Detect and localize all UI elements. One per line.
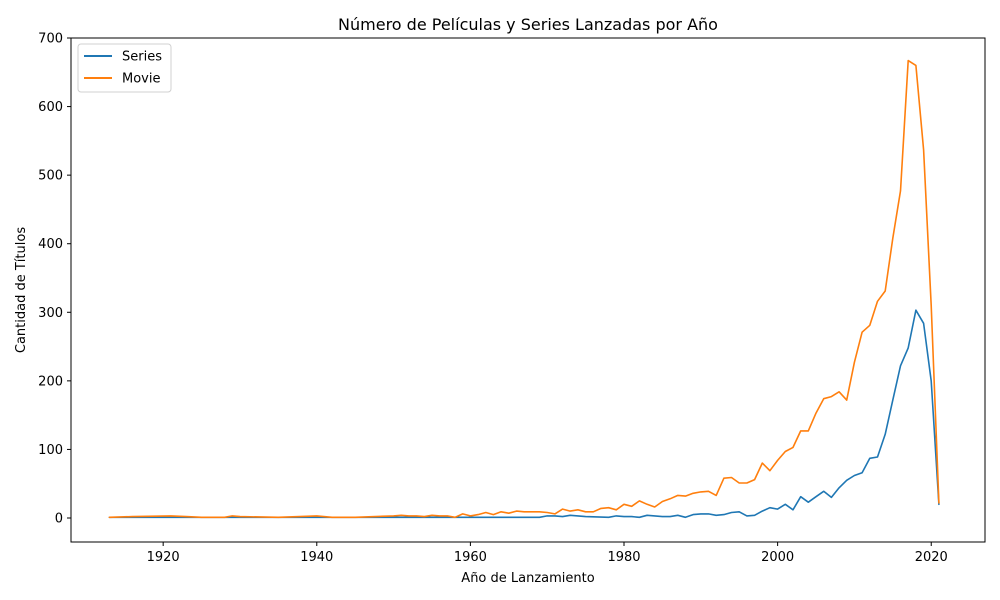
- legend-label-movie: Movie: [122, 72, 160, 87]
- x-tick-label: 1940: [300, 550, 333, 565]
- y-tick-label: 300: [38, 306, 63, 321]
- y-tick-label: 200: [38, 374, 63, 389]
- plot-area: [108, 59, 940, 519]
- x-tick-label: 1960: [454, 550, 487, 565]
- y-axis: 0 100 200 300 400 500 600 700: [38, 32, 71, 527]
- x-tick-label: 2000: [761, 550, 794, 565]
- x-tick-label: 1980: [607, 550, 640, 565]
- legend-label-series: Series: [122, 50, 162, 65]
- series-line-series: [108, 309, 940, 519]
- y-tick-label: 500: [38, 169, 63, 184]
- legend: Series Movie: [77, 43, 172, 93]
- y-axis-title: Cantidad de Títulos: [14, 227, 29, 353]
- x-tick-label: 1920: [147, 550, 180, 565]
- chart-title: Número de Películas y Series Lanzadas po…: [338, 15, 718, 34]
- x-tick-label: 2020: [915, 550, 948, 565]
- x-axis: 1920 1940 1960 1980 2000 2020: [147, 542, 948, 565]
- y-tick-label: 400: [38, 237, 63, 252]
- y-tick-label: 100: [38, 443, 63, 458]
- axes-frame: [70, 37, 986, 543]
- y-tick-label: 700: [38, 32, 63, 47]
- series-line-movie: [108, 59, 940, 519]
- y-tick-label: 0: [55, 512, 63, 527]
- y-tick-label: 600: [38, 100, 63, 115]
- x-axis-title: Año de Lanzamiento: [461, 571, 594, 586]
